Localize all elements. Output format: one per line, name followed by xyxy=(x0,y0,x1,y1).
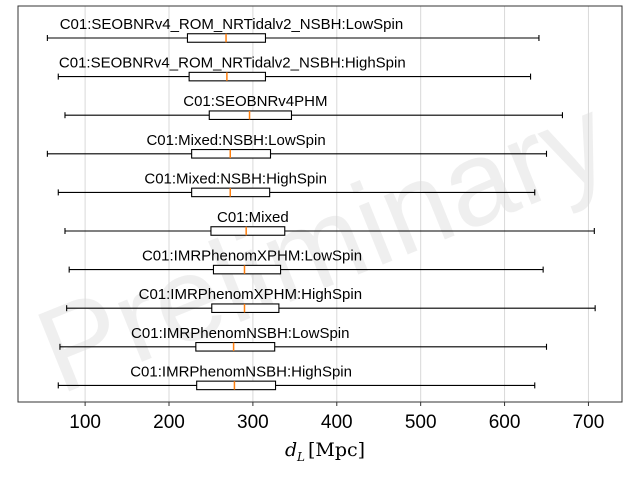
box-row xyxy=(66,303,596,314)
series-label: C01:IMRPhenomXPHM:LowSpin xyxy=(142,248,362,265)
series-label: C01:IMRPhenomNSBH:LowSpin xyxy=(131,325,349,342)
box-row xyxy=(46,33,540,43)
iqr-box xyxy=(195,341,276,352)
x-tick-label: 400 xyxy=(321,412,353,433)
x-tick-label: 700 xyxy=(573,412,605,433)
iqr-box xyxy=(208,110,293,120)
box-series xyxy=(46,33,596,391)
box-row xyxy=(57,71,532,82)
x-axis-label-unit: [Mpc] xyxy=(308,439,365,461)
iqr-box xyxy=(191,149,272,159)
series-label: C01:Mixed xyxy=(217,209,289,226)
box-row xyxy=(46,149,548,159)
series-labels: C01:SEOBNRv4_ROM_NRTidalv2_NSBH:LowSpin C… xyxy=(59,16,406,380)
series-label: C01:Mixed:NSBH:LowSpin xyxy=(146,132,325,149)
x-axis-label-sub: L xyxy=(296,450,305,464)
box-row xyxy=(57,187,536,198)
plot-frame xyxy=(17,5,623,403)
box-row xyxy=(57,380,536,391)
series-label: C01:SEOBNRv4PHM xyxy=(183,93,327,110)
iqr-box xyxy=(196,380,277,391)
series-label: C01:SEOBNRv4_ROM_NRTidalv2_NSBH:HighSpin xyxy=(59,55,406,72)
x-tick-label: 500 xyxy=(405,412,437,433)
iqr-box xyxy=(212,264,282,275)
series-label: C01:IMRPhenomXPHM:HighSpin xyxy=(139,286,362,303)
x-tick-label: 600 xyxy=(489,412,521,433)
x-tick-label: 200 xyxy=(153,412,185,433)
x-tick-labels: 100 200 300 400 500 600 700 xyxy=(69,402,604,433)
x-tick-label: 300 xyxy=(237,412,269,433)
series-label: C01:SEOBNRv4_ROM_NRTidalv2_NSBH:LowSpin xyxy=(60,16,403,33)
box-row xyxy=(59,341,548,352)
x-axis-label: d L [Mpc] xyxy=(285,439,365,464)
box-row xyxy=(64,110,563,120)
box-row xyxy=(68,264,544,275)
iqr-box xyxy=(211,303,280,314)
iqr-box xyxy=(210,226,286,236)
x-tick-label: 100 xyxy=(69,412,101,433)
series-label: C01:IMRPhenomNSBH:HighSpin xyxy=(130,363,352,380)
x-axis-label-var: d xyxy=(285,439,297,461)
box-row xyxy=(64,226,595,236)
series-label: C01:Mixed:NSBH:HighSpin xyxy=(144,170,327,187)
